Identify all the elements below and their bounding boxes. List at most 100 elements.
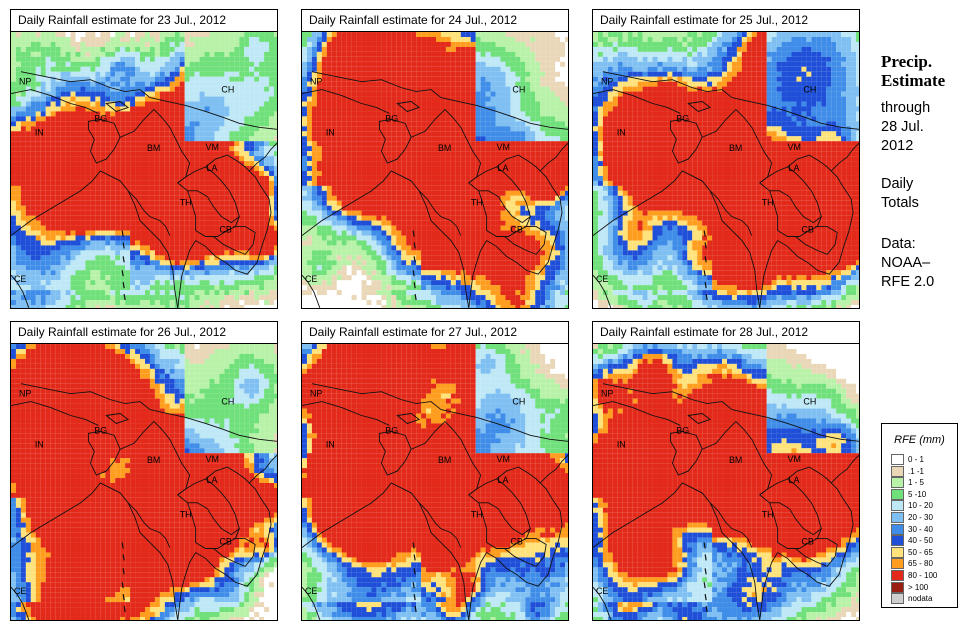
panel-title: Daily Rainfall estimate for 23 Jul., 201…	[10, 9, 278, 31]
rainfall-field	[593, 344, 859, 620]
island-mark	[413, 256, 416, 263]
country-label-bm: BM	[729, 455, 742, 465]
map-panel-4: Daily Rainfall estimate for 26 Jul., 201…	[10, 321, 278, 621]
country-label-la: LA	[207, 163, 218, 173]
legend-swatch	[891, 512, 904, 523]
country-border	[486, 170, 563, 275]
country-border	[468, 240, 487, 308]
country-border	[593, 274, 612, 308]
legend-swatch	[891, 500, 904, 512]
country-label-vm: VM	[788, 454, 801, 464]
country-border	[759, 166, 822, 224]
country-label-th: TH	[180, 198, 192, 208]
country-label-ch: CH	[803, 397, 816, 407]
island-mark	[121, 270, 124, 277]
country-border	[440, 97, 568, 130]
country-label-cb: CB	[219, 225, 231, 235]
rainfall-field	[302, 32, 568, 308]
country-border	[149, 97, 277, 130]
country-border	[709, 502, 753, 548]
country-border	[496, 466, 541, 484]
country-label-cb: CB	[801, 537, 813, 547]
map-panel-2: Daily Rainfall estimate for 24 Jul., 201…	[301, 9, 569, 309]
country-border	[187, 190, 240, 237]
island-mark	[704, 282, 707, 289]
map-canvas: NP CH IN BG BM VM LA TH CB CE	[11, 32, 277, 308]
country-border	[396, 101, 421, 112]
legend-swatch	[891, 488, 904, 500]
country-label-la: LA	[498, 163, 509, 173]
rainfall-field	[302, 344, 568, 620]
rainfall-map: NP CH IN BG BM VM LA TH CB CE	[301, 343, 569, 621]
heading-line-1: Precip.	[881, 52, 933, 71]
country-label-la: LA	[207, 475, 218, 485]
legend-row: 20 - 30	[891, 512, 953, 523]
rainfall-map: NP CH IN BG BM VM LA TH CB CE	[301, 31, 569, 309]
country-border	[769, 502, 822, 549]
legend-label: 80 - 100	[908, 571, 938, 580]
date-line-2: 2012	[881, 138, 914, 154]
country-border	[105, 101, 130, 112]
map-canvas: NP CH IN BG BM VM LA TH CB CE	[302, 344, 568, 620]
island-mark	[412, 542, 415, 549]
island-mark	[413, 594, 416, 601]
country-border	[669, 430, 703, 476]
country-border	[127, 502, 171, 548]
country-border	[127, 190, 171, 236]
panel-title: Daily Rainfall estimate for 26 Jul., 201…	[10, 321, 278, 343]
island-mark	[413, 282, 416, 289]
country-border	[378, 430, 412, 476]
legend-swatch	[891, 593, 904, 605]
island-mark	[121, 230, 124, 237]
island-mark	[704, 554, 707, 561]
country-border	[187, 502, 240, 549]
sidebar-heading: Precip. Estimate	[881, 52, 945, 90]
legend-swatch	[891, 546, 904, 558]
country-border	[195, 170, 272, 275]
country-border	[669, 118, 703, 164]
island-mark	[121, 582, 124, 589]
country-label-ce: CE	[596, 274, 608, 284]
map-canvas: NP CH IN BG BM VM LA TH CB CE	[302, 32, 568, 308]
country-border	[539, 454, 568, 484]
country-border	[777, 482, 854, 587]
island-mark	[122, 282, 125, 289]
island-mark	[704, 256, 707, 263]
country-label-th: TH	[471, 198, 483, 208]
island-mark	[703, 542, 706, 549]
country-border	[787, 154, 832, 172]
country-label-ce: CE	[305, 274, 317, 284]
country-border	[378, 118, 412, 164]
country-border	[777, 170, 854, 275]
country-label-th: TH	[762, 198, 774, 208]
country-border	[177, 166, 240, 224]
country-border	[468, 166, 531, 224]
island-mark	[414, 293, 417, 301]
country-border	[468, 478, 531, 536]
date-line-1: 28 Jul.	[881, 119, 924, 135]
island-mark	[122, 554, 125, 561]
country-border	[213, 226, 256, 255]
country-label-cb: CB	[801, 225, 813, 235]
panel-title: Daily Rainfall estimate for 24 Jul., 201…	[301, 9, 569, 31]
country-border	[205, 154, 250, 172]
country-label-np: NP	[310, 389, 322, 399]
country-border	[593, 89, 681, 114]
island-mark	[704, 242, 707, 249]
country-border	[496, 154, 541, 172]
legend-label: 65 - 80	[908, 559, 933, 569]
legend-row: 10 - 20	[891, 500, 953, 512]
map-canvas: NP CH IN BG BM VM LA TH CB CE	[593, 32, 859, 308]
country-label-in: IN	[35, 127, 44, 137]
country-border	[702, 108, 773, 184]
country-border	[248, 142, 277, 172]
island-mark	[121, 542, 124, 549]
country-border	[87, 430, 121, 476]
country-label-ch: CH	[512, 397, 525, 407]
map-canvas: NP CH IN BG BM VM LA TH CB CE	[11, 344, 277, 620]
country-border	[687, 413, 712, 424]
legend-row: .1 -1	[891, 465, 953, 477]
country-border	[302, 401, 390, 426]
rainfall-map: NP CH IN BG BM VM LA TH CB CE	[592, 343, 860, 621]
